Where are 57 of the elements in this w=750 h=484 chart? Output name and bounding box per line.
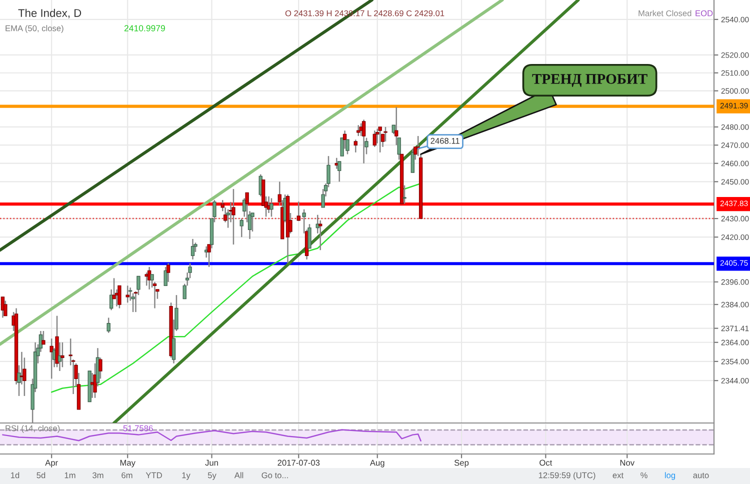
candlestick	[278, 181, 282, 206]
candlestick	[4, 300, 8, 316]
candlestick	[60, 342, 64, 368]
x-tick-label: Nov	[620, 460, 635, 466]
candlestick	[98, 357, 102, 380]
x-tick-label: Aug	[370, 460, 384, 468]
candlestick	[134, 290, 138, 313]
candlestick	[354, 139, 358, 154]
text: 1m	[64, 472, 76, 478]
text: All	[234, 472, 244, 478]
x-tick-label: 2017-07-03	[278, 460, 320, 466]
candlestick	[378, 126, 382, 154]
text: 6m	[122, 472, 132, 478]
line-series	[50, 182, 422, 393]
annotation: 51.7586	[123, 425, 153, 432]
x-tick-label: Oct	[540, 460, 552, 466]
candlestick	[190, 238, 195, 260]
annotation: EOD	[696, 10, 713, 16]
candlestick	[338, 160, 342, 182]
text: Go to...	[262, 472, 288, 478]
text: YTD	[146, 472, 162, 478]
text: ext	[612, 472, 624, 478]
candlestick	[342, 130, 347, 150]
candlestick	[152, 281, 157, 309]
candlestick	[164, 266, 168, 286]
candlestick	[207, 244, 211, 268]
x-tick-label: Jun	[205, 460, 218, 466]
candlestick	[166, 262, 170, 283]
candlestick	[270, 198, 274, 218]
text: 12:59:59 (UTC)	[538, 472, 596, 480]
x-tick-label: May	[120, 460, 136, 468]
text: %	[640, 472, 648, 478]
text: 5y	[208, 472, 216, 480]
text: log	[665, 472, 676, 480]
candlestick	[362, 119, 366, 164]
annotation: 2468.11	[430, 138, 460, 144]
candlestick	[394, 106, 398, 146]
text: auto	[693, 472, 709, 478]
x-tick-label: Sep	[454, 460, 469, 468]
x-tick-label: Apr	[45, 460, 58, 468]
candlestick	[410, 148, 414, 174]
candlestick	[106, 317, 110, 334]
text: The Index, D	[18, 8, 82, 18]
candlestick	[296, 200, 300, 222]
annotation: ТРЕНД ПРОБИТ	[532, 74, 648, 87]
text: 3m	[92, 472, 104, 478]
text: 1y	[182, 472, 190, 480]
annotation: Market Closed	[638, 10, 692, 16]
candlestick	[126, 285, 130, 304]
annotation: 2410.9979	[124, 25, 165, 32]
candlestick	[372, 130, 376, 148]
candlestick	[402, 184, 406, 204]
text: 5d	[36, 472, 46, 478]
text: 1d	[11, 472, 20, 478]
candlestick	[240, 218, 244, 238]
annotation: EMA (50, close)	[6, 25, 64, 33]
candlestick	[232, 188, 236, 246]
